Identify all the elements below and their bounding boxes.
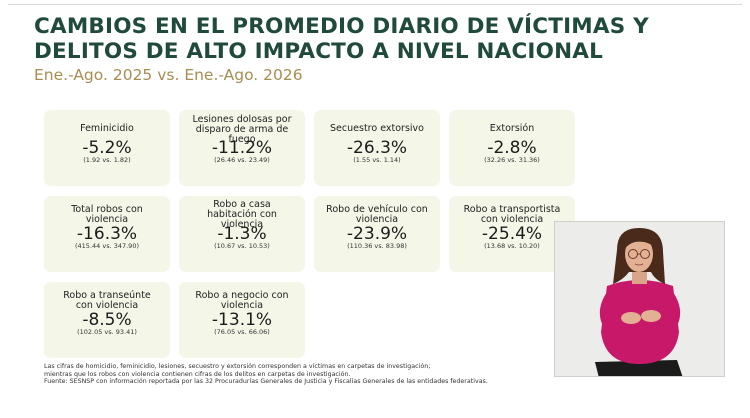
card-label-line: con violencia bbox=[75, 300, 139, 311]
card-label: Feminicidio bbox=[48, 124, 166, 134]
card-label-line: violencia bbox=[220, 219, 264, 230]
footnote: Las cifras de homicidio, feminicidio, le… bbox=[44, 363, 544, 386]
card-label-line: fuego bbox=[228, 134, 256, 145]
title-line-2: DELITOS DE ALTO IMPACTO A NIVEL NACIONAL bbox=[34, 39, 604, 64]
card-change: -1.3% bbox=[217, 224, 267, 244]
stat-card-robo-transeunte: Robo a transeúnte con violencia -8.5% (1… bbox=[44, 282, 170, 358]
card-change: -23.9% bbox=[346, 224, 408, 244]
card-label-line: habitación con bbox=[207, 209, 277, 220]
card-change: -13.1% bbox=[211, 310, 273, 330]
footnote-line: Fuente: SESNSP con información reportada… bbox=[44, 378, 488, 386]
card-label-line: violencia bbox=[355, 214, 399, 225]
title-line-1: CAMBIOS EN EL PROMEDIO DIARIO DE VÍCTIMA… bbox=[34, 14, 649, 39]
card-range: (102.05 vs. 93.41) bbox=[77, 328, 137, 336]
card-range: (76.05 vs. 66.06) bbox=[214, 328, 270, 336]
card-range: (32.26 vs. 31.36) bbox=[484, 156, 540, 164]
page-title: CAMBIOS EN EL PROMEDIO DIARIO DE VÍCTIMA… bbox=[34, 14, 654, 64]
card-change: -8.5% bbox=[82, 310, 132, 330]
stat-card-feminicidio: Feminicidio -5.2% (1.92 vs. 1.82) bbox=[44, 110, 170, 186]
card-range: (415.44 vs. 347.90) bbox=[75, 242, 139, 250]
card-range: (13.68 vs. 10.20) bbox=[484, 242, 540, 250]
card-change: -16.3% bbox=[76, 224, 138, 244]
card-label-line: Lesiones dolosas por bbox=[192, 114, 292, 125]
stat-card-lesiones-dolosas: Lesiones dolosas por disparo de arma de … bbox=[179, 110, 305, 186]
stat-card-secuestro-extorsivo: Secuestro extorsivo -26.3% (1.55 vs. 1.1… bbox=[314, 110, 440, 186]
stat-card-extorsion: Extorsión -2.8% (32.26 vs. 31.36) bbox=[449, 110, 575, 186]
card-range: (1.92 vs. 1.82) bbox=[83, 156, 131, 164]
card-range: (26.46 vs. 23.49) bbox=[214, 156, 270, 164]
stat-card-robo-vehiculo: Robo de vehículo con violencia -23.9% (1… bbox=[314, 196, 440, 272]
card-label: Robo de vehículo con violencia bbox=[318, 205, 436, 225]
card-label-line: Robo a transportista bbox=[463, 204, 561, 215]
stat-card-robo-negocio: Robo a negocio con violencia -13.1% (76.… bbox=[179, 282, 305, 358]
stat-card-robo-casa-habitacion: Robo a casa habitación con violencia -1.… bbox=[179, 196, 305, 272]
card-label-line: Robo a negocio con bbox=[195, 290, 289, 301]
card-label-line: Robo a casa bbox=[213, 199, 271, 210]
card-label: Lesiones dolosas por disparo de arma de … bbox=[183, 115, 301, 145]
card-range: (110.36 vs. 83.98) bbox=[347, 242, 407, 250]
card-label: Extorsión bbox=[453, 124, 571, 134]
page-subtitle: Ene.-Ago. 2025 vs. Ene.-Ago. 2026 bbox=[34, 66, 303, 84]
stat-card-total-robos: Total robos con violencia -16.3% (415.44… bbox=[44, 196, 170, 272]
card-range: (1.55 vs. 1.14) bbox=[353, 156, 401, 164]
card-label: Total robos con violencia bbox=[48, 205, 166, 225]
card-label-line: Feminicidio bbox=[80, 123, 134, 134]
card-label: Robo a casa habitación con violencia bbox=[183, 200, 301, 230]
card-label-line: violencia bbox=[85, 214, 129, 225]
card-label: Secuestro extorsivo bbox=[318, 124, 436, 134]
card-label-line: con violencia bbox=[480, 214, 544, 225]
card-label: Robo a transportista con violencia bbox=[453, 205, 571, 225]
card-label: Robo a negocio con violencia bbox=[183, 291, 301, 311]
card-label-line: Robo a transeúnte bbox=[63, 290, 151, 301]
card-change: -26.3% bbox=[346, 138, 408, 158]
card-change: -11.2% bbox=[211, 138, 273, 158]
footnote-line: Las cifras de homicidio, feminicidio, le… bbox=[44, 363, 431, 370]
card-label: Robo a transeúnte con violencia bbox=[48, 291, 166, 311]
card-label-line: Extorsión bbox=[489, 123, 535, 134]
card-label-line: violencia bbox=[220, 300, 264, 311]
card-range: (10.67 vs. 10.53) bbox=[214, 242, 270, 250]
card-label-line: Total robos con bbox=[71, 204, 143, 215]
card-label-line: Robo de vehículo con bbox=[326, 204, 428, 215]
footnote-line: mientras que los robos con violencia con… bbox=[44, 370, 351, 378]
card-label-line: Secuestro extorsivo bbox=[330, 123, 424, 134]
card-label-line: disparo de arma de bbox=[195, 124, 289, 135]
card-change: -2.8% bbox=[487, 138, 537, 158]
card-change: -25.4% bbox=[481, 224, 543, 244]
card-change: -5.2% bbox=[82, 138, 132, 158]
top-divider bbox=[8, 4, 742, 5]
sign-language-interpreter-video bbox=[554, 221, 725, 377]
sign-language-interpreter-icon bbox=[555, 222, 724, 376]
